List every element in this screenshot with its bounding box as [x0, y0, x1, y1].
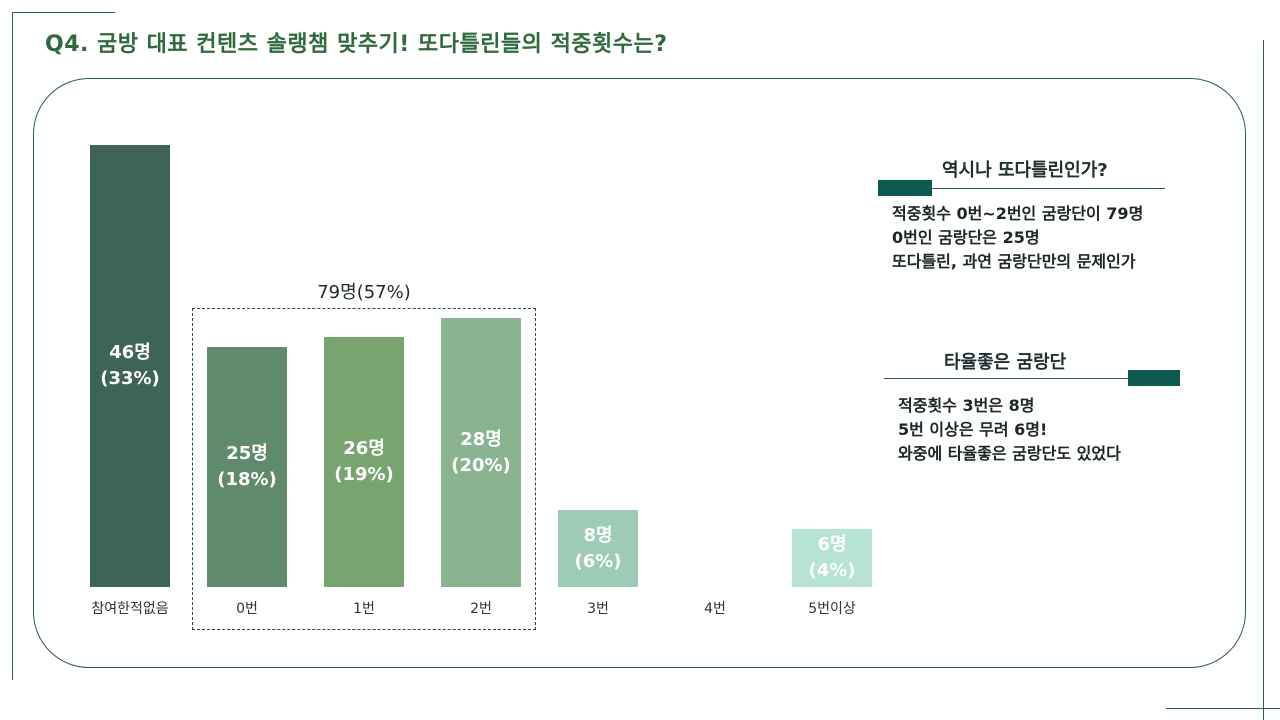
- bar-count-label: 28명: [460, 428, 502, 450]
- note-line: 와중에 타율좋은 굼랑단도 있었다: [898, 444, 1121, 463]
- bar-count-label: 26명: [343, 438, 385, 459]
- note-rule-1: [932, 188, 1165, 189]
- bar-4: 8명 (6%): [558, 510, 638, 587]
- note-line: 적중횟수 3번은 8명: [898, 396, 1035, 415]
- bar-percent-label: (4%): [808, 560, 856, 581]
- note-accent-block-1: [878, 180, 932, 196]
- group-annotation-label: 79명(57%): [317, 282, 411, 303]
- chart-panel: [33, 78, 1246, 668]
- note-rule-2: [884, 378, 1130, 379]
- page-title: Q4. 굼방 대표 컨텐츠 솔랭챔 맞추기! 또다틀린들의 적중횟수는?: [45, 32, 668, 57]
- bar-count-label: 46명: [109, 342, 151, 363]
- x-tick-label: 4번: [704, 601, 726, 617]
- bar-percent-label: (18%): [217, 469, 277, 490]
- note-line: 5번 이상은 무려 6명!: [898, 420, 1048, 439]
- bar-count-label: 6명: [817, 534, 847, 555]
- bar-percent-label: (19%): [334, 464, 394, 485]
- note-heading-1: 역시나 또다틀린인가?: [942, 160, 1108, 181]
- bar-percent-label: (6%): [574, 550, 622, 572]
- bar-percent-label: (33%): [100, 368, 160, 389]
- bar-3: 28명 (20%): [441, 318, 521, 587]
- bar-2: 26명 (19%): [324, 337, 404, 587]
- note-line: 적중횟수 0번~2번인 굼랑단이 79명: [892, 204, 1144, 223]
- corner-line-top-left-vertical: [12, 12, 13, 680]
- corner-line-bottom-right-horizontal: [1166, 708, 1280, 709]
- x-tick-label: 참여한적없음: [91, 601, 169, 617]
- corner-line-top-left-horizontal: [12, 12, 115, 13]
- bar-1: 25명 (18%): [207, 347, 287, 587]
- group-highlight-box: [192, 308, 536, 630]
- bar-count-label: 8명: [583, 524, 613, 546]
- note-heading-2: 타율좋은 굼랑단: [944, 352, 1067, 373]
- x-tick-label: 1번: [353, 601, 375, 617]
- note-text-2: 적중횟수 3번은 8명 5번 이상은 무려 6명! 와중에 타율좋은 굼랑단도 …: [898, 394, 1121, 466]
- note-accent-block-2: [1128, 370, 1180, 386]
- corner-line-right-vertical: [1263, 40, 1264, 720]
- x-tick-label: 2번: [470, 601, 492, 617]
- x-tick-label: 3번: [587, 601, 609, 617]
- bar-count-label: 25명: [226, 443, 268, 464]
- bar-0: 46명 (33%): [90, 145, 170, 587]
- note-line: 또다틀린, 과연 굼랑단만의 문제인가: [892, 252, 1136, 271]
- x-tick-label: 0번: [236, 601, 258, 617]
- bar-6: 6명 (4%): [792, 529, 872, 587]
- bar-percent-label: (20%): [451, 454, 511, 476]
- note-text-1: 적중횟수 0번~2번인 굼랑단이 79명 0번인 굼랑단은 25명 또다틀린, …: [892, 202, 1143, 274]
- note-line: 0번인 굼랑단은 25명: [892, 228, 1040, 247]
- x-tick-label: 5번이상: [808, 601, 856, 617]
